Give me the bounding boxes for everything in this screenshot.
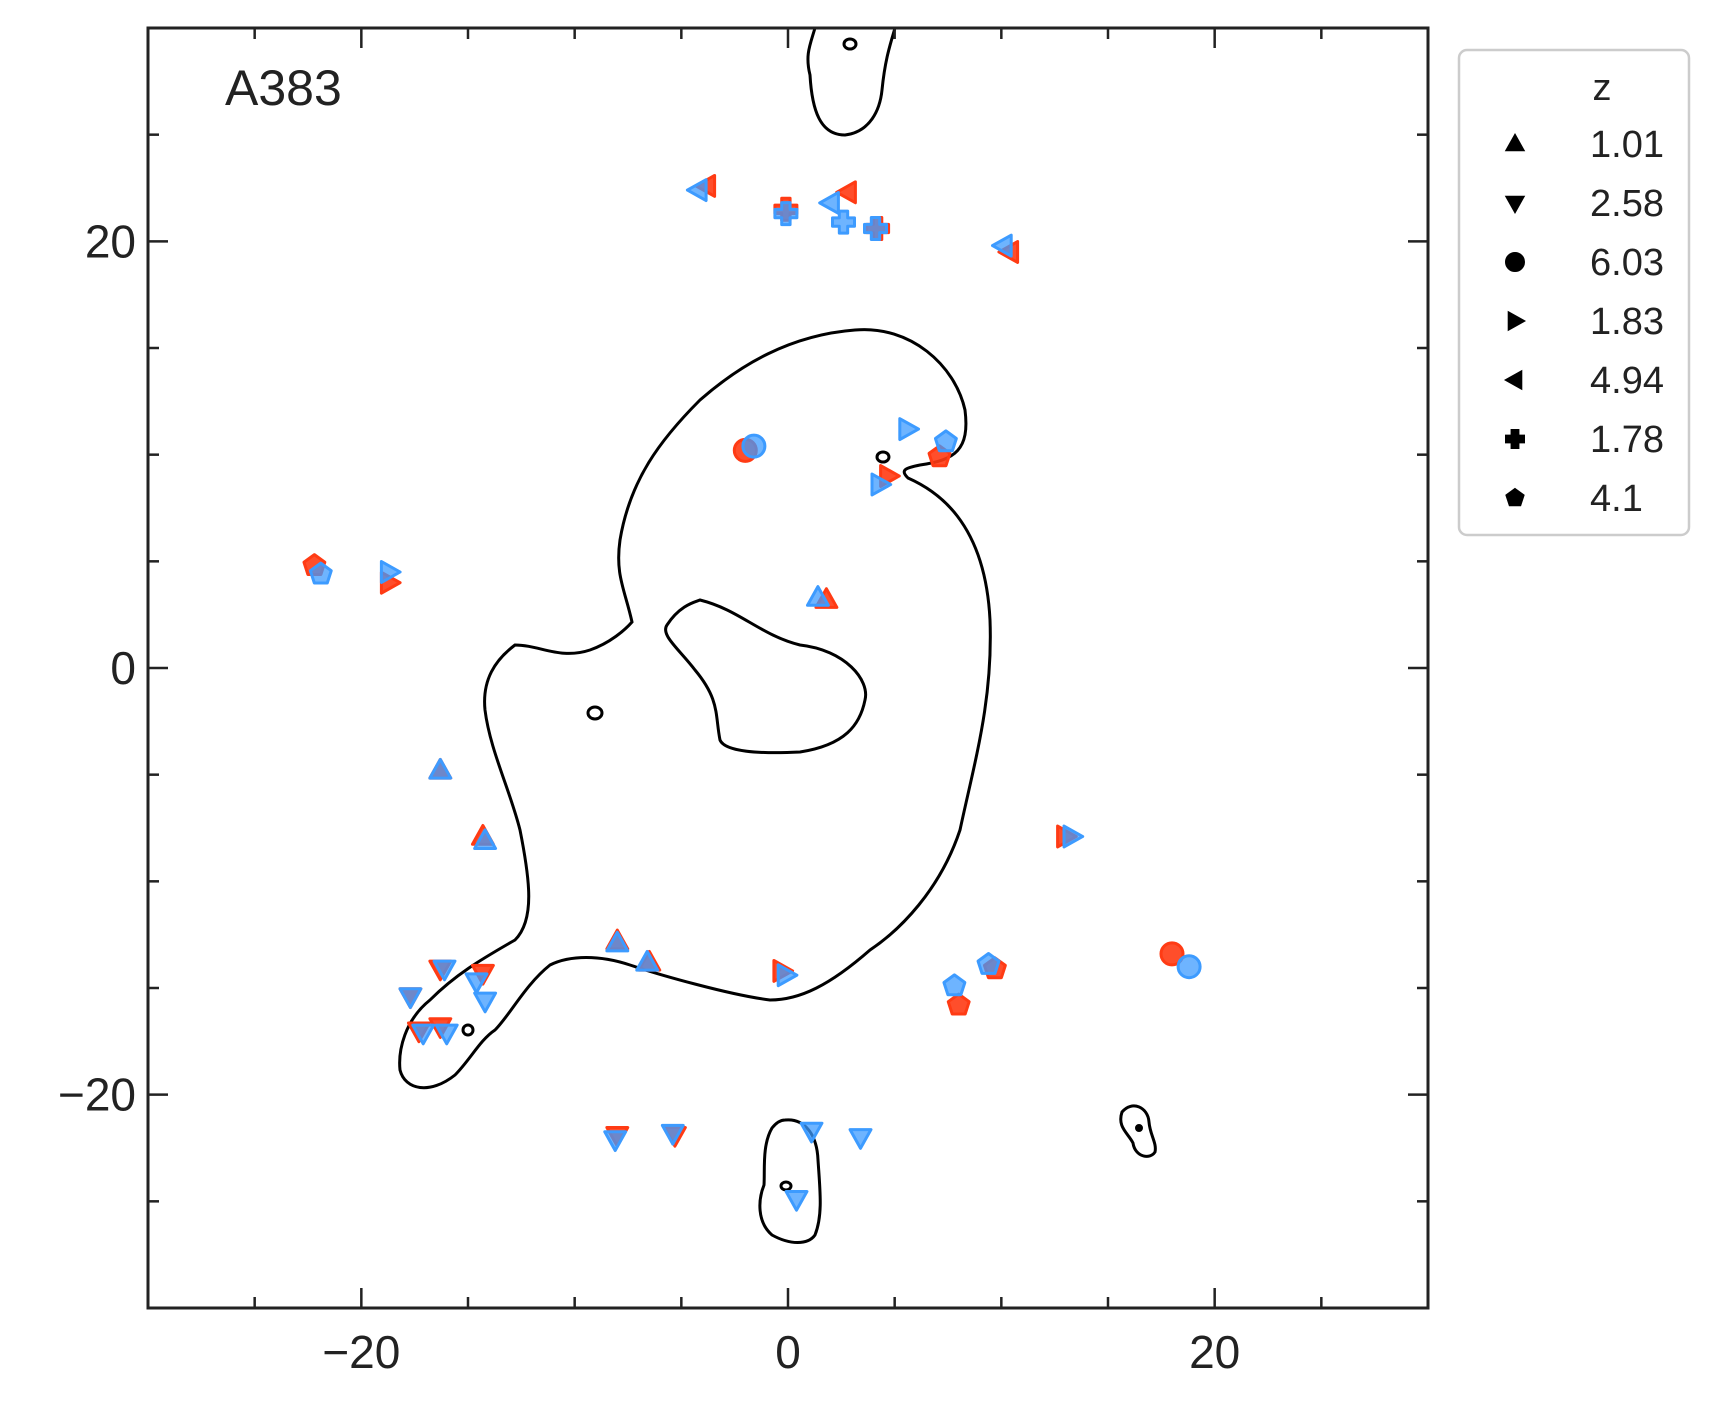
predicted-point-z4-94-2 bbox=[818, 190, 840, 215]
predicted-point-z2-58-4 bbox=[473, 991, 498, 1014]
critical-curve-small-mid bbox=[875, 450, 891, 464]
predicted-point-z1-01-5 bbox=[805, 585, 830, 607]
critical-curve-dot-right bbox=[1135, 1124, 1143, 1132]
predicted-point-z1-83-1 bbox=[379, 560, 402, 584]
predicted-point-z2-58-5 bbox=[411, 1023, 436, 1046]
legend-title: z bbox=[1593, 67, 1612, 109]
critical-curve-small-left bbox=[586, 705, 604, 721]
critical-curve-small-top bbox=[842, 37, 858, 51]
critical-curve-small-bottom bbox=[779, 1180, 793, 1192]
critical-curve-bottom bbox=[758, 1118, 822, 1244]
critical-curve-inner bbox=[664, 598, 868, 755]
predicted-point-z1-01-1 bbox=[428, 757, 453, 780]
x-tick-label--20: −20 bbox=[322, 1326, 400, 1378]
legend-marker-triangle-left bbox=[1503, 369, 1523, 391]
predicted-point-z1-78-2 bbox=[831, 209, 856, 235]
predicted-point-z1-01-2 bbox=[473, 828, 498, 850]
predicted-point-z6-03-2 bbox=[1176, 954, 1202, 980]
legend-label-6: 1.78 bbox=[1590, 419, 1664, 461]
legend-label-1: 1.01 bbox=[1590, 124, 1664, 166]
predicted-point-z4-94-1 bbox=[685, 178, 708, 203]
legend-marker-triangle-right bbox=[1507, 310, 1527, 332]
predicted-point-z4-94-3 bbox=[991, 233, 1013, 258]
y-tick-label--20: −20 bbox=[58, 1069, 136, 1121]
legend-label-4: 1.83 bbox=[1590, 301, 1664, 343]
predicted-point-z1-78-3 bbox=[863, 216, 888, 241]
axes: −20 0 20 −20 0 20 bbox=[58, 26, 1430, 1378]
critical-curve-right bbox=[1119, 1104, 1157, 1158]
observed-point-z4-94-2 bbox=[835, 180, 857, 205]
predicted-point-z1-01-3 bbox=[605, 930, 630, 953]
predicted-point-z4-1-4 bbox=[976, 952, 1001, 975]
predicted-point-z4-1-2 bbox=[933, 429, 958, 453]
predicted-point-z2-58-11 bbox=[784, 1189, 809, 1212]
legend-marker-circle bbox=[1504, 252, 1526, 272]
y-tick-label-0: 0 bbox=[110, 642, 136, 694]
predicted-point-z1-01-4 bbox=[635, 949, 660, 972]
legend-entries: 1.01 2.58 6.03 1.83 4.94 1.78 4.1 bbox=[1503, 124, 1664, 520]
panel-label: A383 bbox=[225, 60, 342, 116]
legend-marker-triangle-up bbox=[1504, 132, 1526, 152]
legend-marker-triangle-down bbox=[1504, 195, 1526, 215]
critical-curves bbox=[398, 26, 1157, 1244]
predicted-point-z1-83-3 bbox=[870, 472, 893, 497]
image-positions bbox=[302, 173, 1202, 1212]
x-tick-label-20: 20 bbox=[1189, 1326, 1240, 1378]
legend-marker-plus bbox=[1505, 429, 1525, 449]
predicted-point-z1-83-2 bbox=[898, 417, 920, 442]
legend-frame bbox=[1457, 48, 1691, 537]
observed-point-z6-03-2 bbox=[1159, 941, 1185, 967]
predicted-point-z4-1-3 bbox=[942, 973, 967, 997]
legend-label-7: 4.1 bbox=[1590, 478, 1643, 520]
critical-curve-main bbox=[398, 328, 992, 1090]
predicted-point-z6-03-1 bbox=[741, 433, 767, 459]
critical-curve-top bbox=[806, 26, 898, 137]
legend-label-5: 4.94 bbox=[1590, 360, 1664, 402]
legend-marker-pentagon bbox=[1505, 487, 1525, 507]
predicted-point-z2-58-3 bbox=[464, 972, 489, 995]
predicted-point-z2-58-9 bbox=[799, 1121, 824, 1144]
predicted-point-z2-58-7 bbox=[603, 1130, 628, 1152]
y-tick-label-20: 20 bbox=[85, 215, 136, 267]
predicted-point-z2-58-6 bbox=[434, 1023, 459, 1046]
predicted-point-z2-58-2 bbox=[432, 959, 457, 982]
predicted-point-z2-58-8 bbox=[660, 1123, 685, 1146]
legend-label-2: 2.58 bbox=[1590, 183, 1664, 225]
x-tick-label-0: 0 bbox=[775, 1326, 801, 1378]
legend: z 1.01 2.58 6.03 1.83 4.94 1.78 4.1 bbox=[1457, 48, 1691, 537]
predicted-point-z4-1-1 bbox=[308, 561, 333, 585]
predicted-point-z1-83-5 bbox=[1062, 824, 1085, 849]
predicted-point-z2-58-10 bbox=[848, 1128, 873, 1150]
critical-curve-small-lowleft bbox=[461, 1023, 475, 1037]
predicted-point-z1-78-1 bbox=[773, 201, 799, 227]
predicted-point-z1-83-4 bbox=[776, 963, 799, 988]
predicted-point-z2-58-1 bbox=[398, 987, 423, 1009]
observed-point-z4-1-3 bbox=[946, 992, 971, 1016]
legend-label-3: 6.03 bbox=[1590, 242, 1664, 284]
